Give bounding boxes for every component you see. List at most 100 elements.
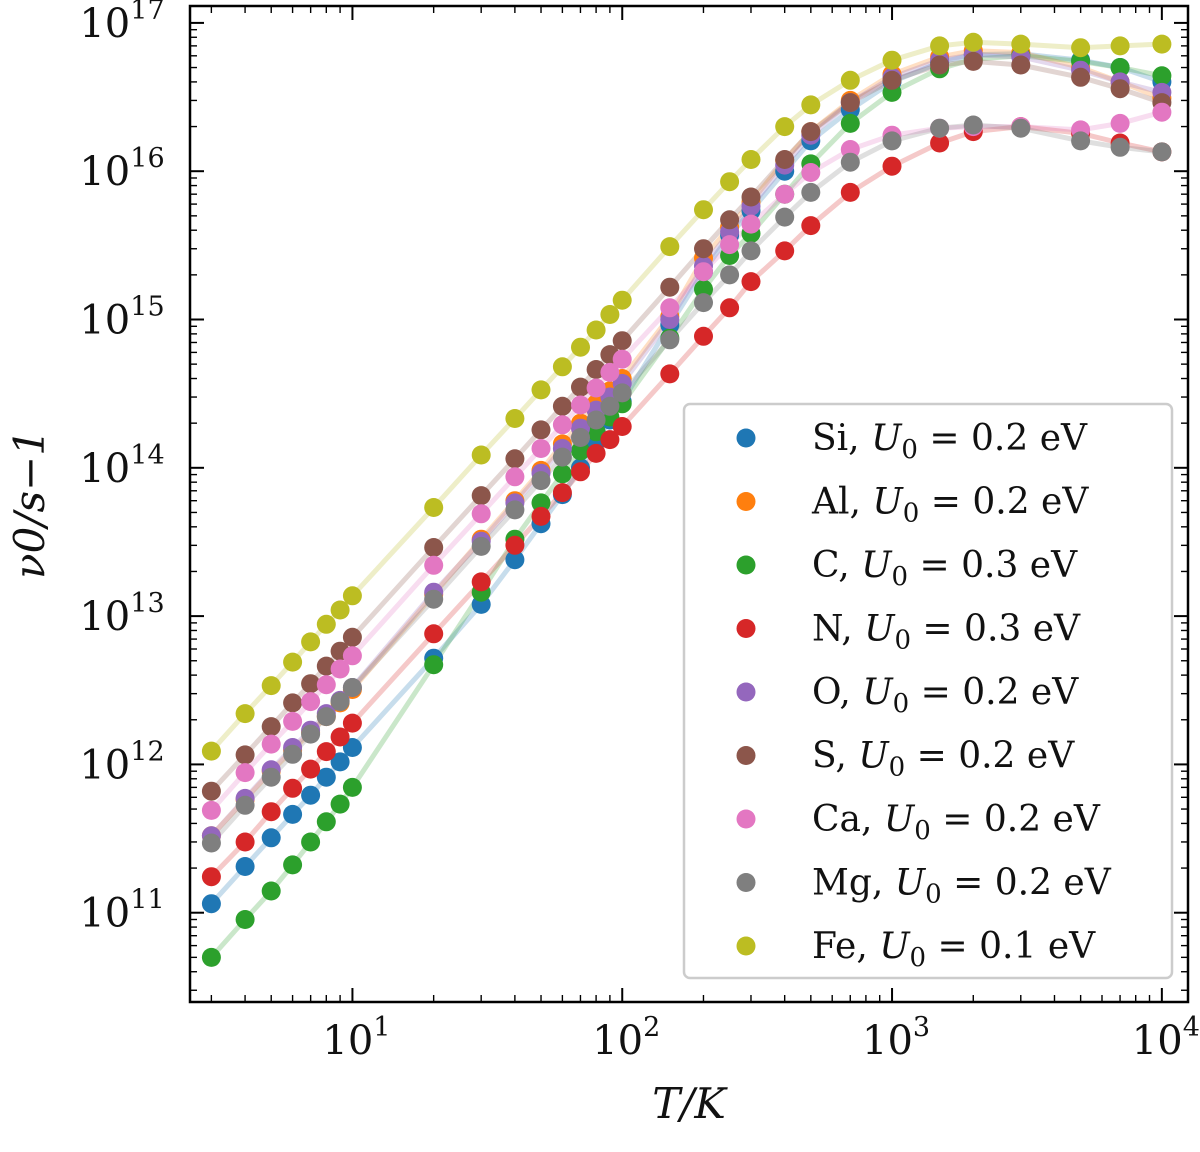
data-point-s: [1110, 79, 1130, 99]
data-point-ca: [531, 439, 551, 458]
data-point-fe: [741, 150, 761, 169]
data-point-fe: [963, 32, 983, 52]
data-point-c: [283, 855, 303, 875]
data-point-s: [930, 55, 950, 75]
data-point-mg: [586, 410, 606, 430]
data-point-fe: [775, 117, 795, 137]
legend-marker-al: [736, 492, 756, 511]
legend-marker-mg: [736, 873, 756, 892]
data-point-mg: [424, 589, 444, 609]
data-point-fe: [330, 600, 350, 620]
data-point-ca: [612, 349, 632, 369]
data-point-mg: [720, 265, 740, 285]
x-tick-labels: 101 102 103 104: [322, 1012, 1200, 1064]
data-point-s: [342, 627, 362, 647]
data-point-ca: [552, 415, 572, 435]
data-point-s: [775, 150, 795, 169]
data-point-mg: [342, 678, 362, 697]
data-point-c: [316, 812, 336, 832]
data-point-s: [301, 674, 321, 694]
y-tick-label: 1017: [79, 0, 164, 47]
legend-label-o: O, U0 = 0.2 eV: [812, 672, 1079, 719]
data-point-c: [330, 794, 350, 814]
data-point-fe: [1071, 38, 1091, 58]
data-point-n: [201, 867, 221, 887]
data-point-fe: [301, 632, 321, 652]
data-point-c: [301, 832, 321, 852]
data-point-fe: [694, 200, 713, 220]
data-point-si: [235, 857, 255, 876]
data-point-ca: [471, 504, 491, 524]
data-point-s: [552, 396, 572, 416]
series-points: [201, 32, 1172, 967]
y-axis-title: ν0/s−1: [5, 429, 54, 579]
legend-marker-si: [736, 428, 756, 448]
data-point-fe: [201, 741, 221, 761]
data-point-mg: [330, 692, 350, 712]
data-point-c: [1152, 66, 1172, 86]
data-point-ca: [1152, 102, 1172, 122]
data-point-ca: [330, 659, 350, 679]
data-point-c: [1110, 58, 1130, 77]
data-point-fe: [660, 237, 680, 257]
data-point-ca: [316, 675, 336, 695]
legend-box: [682, 402, 1174, 980]
data-point-n: [552, 483, 572, 503]
data-point-fe: [316, 614, 336, 634]
data-point-s: [505, 449, 525, 469]
legend-marker-o: [736, 682, 756, 702]
data-point-s: [720, 210, 740, 230]
data-point-mg: [571, 428, 590, 447]
legend-marker-s: [736, 746, 756, 765]
legend-label-fe: Fe, U0 = 0.1 eV: [812, 926, 1096, 973]
data-point-s: [694, 239, 713, 259]
data-point-mg: [505, 500, 525, 520]
data-point-fe: [1011, 34, 1031, 54]
data-point-fe: [283, 652, 303, 672]
x-tick-label: 102: [592, 1012, 660, 1064]
data-point-n: [930, 133, 950, 153]
data-point-ca: [1110, 113, 1130, 133]
data-point-n: [571, 462, 590, 482]
y-tick-label: 1012: [79, 736, 164, 788]
x-tick-label: 104: [1132, 1012, 1200, 1064]
data-point-fe: [552, 357, 572, 377]
data-point-s: [840, 93, 860, 113]
data-point-mg: [600, 396, 620, 416]
data-point-c: [424, 655, 444, 675]
data-point-n: [301, 759, 321, 779]
data-point-c: [235, 910, 255, 929]
data-point-mg: [801, 182, 821, 202]
data-point-fe: [505, 409, 525, 428]
data-point-s: [801, 122, 821, 142]
data-point-si: [330, 752, 350, 772]
data-point-mg: [261, 767, 281, 787]
data-point-s: [963, 51, 983, 71]
data-point-n: [505, 535, 525, 555]
data-point-s: [741, 187, 761, 207]
legend-label-c: C, U0 = 0.3 eV: [812, 545, 1078, 592]
data-point-fe: [1152, 34, 1172, 54]
data-point-ca: [424, 555, 444, 575]
data-point-n: [741, 272, 761, 292]
y-tick-labels: 1011 1012 1013 1014 1015 1016 1017: [79, 0, 164, 937]
data-point-fe: [1110, 36, 1130, 56]
data-point-fe: [261, 676, 281, 696]
data-point-ca: [261, 734, 281, 754]
data-point-si: [201, 894, 221, 914]
data-point-n: [261, 802, 281, 822]
legend-label-s: S, U0 = 0.2 eV: [812, 736, 1075, 783]
data-point-mg: [1071, 131, 1091, 151]
legend-marker-c: [736, 555, 756, 575]
data-point-n: [801, 216, 821, 236]
data-point-fe: [531, 380, 551, 400]
data-point-n: [600, 430, 620, 450]
data-point-n: [775, 241, 795, 261]
data-point-n: [283, 778, 303, 798]
data-point-ca: [505, 467, 525, 487]
data-point-fe: [235, 704, 255, 724]
y-tick-label: 1015: [79, 292, 164, 344]
plot-frame: [188, 4, 1190, 1004]
legend-label-ca: Ca, U0 = 0.2 eV: [812, 799, 1101, 846]
